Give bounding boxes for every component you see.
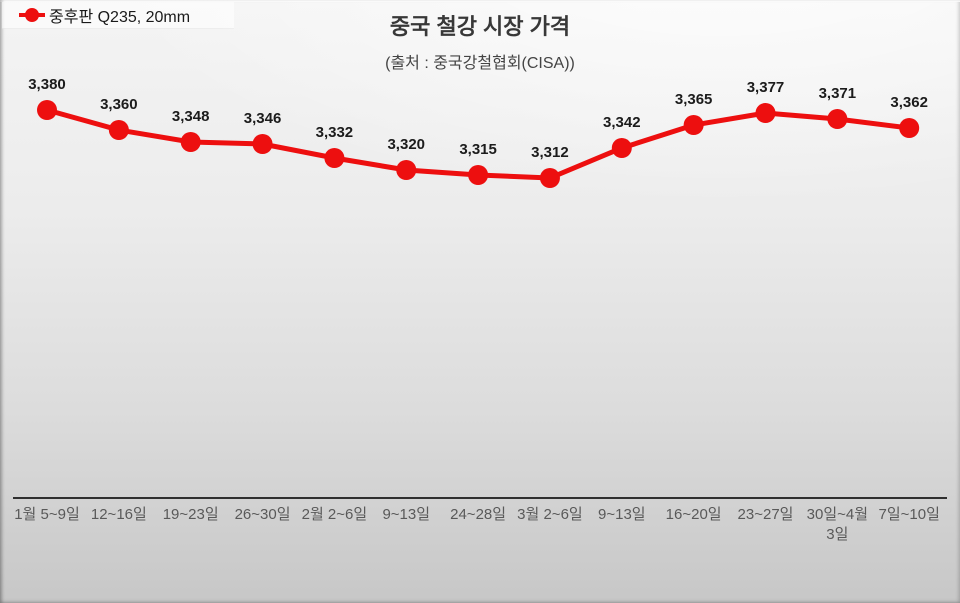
x-axis-label: 1월 5~9일 <box>14 506 80 523</box>
data-point <box>827 109 848 129</box>
data-point <box>108 120 129 140</box>
x-axis-label: 12~16일 <box>90 506 147 523</box>
x-axis-label: 30일~4월 3일 <box>806 506 869 544</box>
data-label: 3,342 <box>603 114 641 131</box>
data-label: 3,346 <box>243 110 282 127</box>
data-label: 3,365 <box>674 91 713 108</box>
data-point <box>539 168 560 188</box>
x-axis-label: 16~20일 <box>665 506 722 523</box>
legend-line-dot-icon <box>19 8 45 22</box>
data-label: 3,380 <box>28 76 66 93</box>
data-label: 3,312 <box>531 144 569 161</box>
data-point <box>396 160 417 180</box>
data-label: 3,348 <box>171 108 210 125</box>
data-point <box>37 100 57 120</box>
data-point <box>468 165 489 185</box>
x-axis-label: 9~13일 <box>382 506 431 523</box>
data-label: 3,320 <box>387 136 426 153</box>
data-point <box>683 115 704 135</box>
data-label: 3,315 <box>459 141 497 158</box>
x-axis-label: 9~13일 <box>598 506 646 523</box>
x-axis-label: 19~23일 <box>162 506 219 523</box>
x-axis-label: 3월 2~6일 <box>517 506 583 523</box>
data-point <box>611 138 632 158</box>
data-label: 3,360 <box>100 96 138 113</box>
data-point <box>252 134 273 154</box>
data-point <box>755 103 776 123</box>
legend-label: 중후판 Q235, 20mm <box>49 9 191 26</box>
data-label: 3,371 <box>818 85 857 102</box>
data-point <box>180 132 201 152</box>
x-axis-label: 7일~10일 <box>878 506 940 523</box>
legend-item: 중후판 Q235, 20mm <box>2 3 190 27</box>
x-axis-label: 26~30일 <box>234 506 291 523</box>
data-point <box>324 148 345 168</box>
data-label: 3,362 <box>890 94 928 111</box>
data-label: 3,332 <box>315 124 354 141</box>
x-axis-label: 23~27일 <box>737 506 794 523</box>
legend: 중후판 Q235, 20mm <box>2 2 234 29</box>
data-point <box>899 118 920 138</box>
data-label: 3,377 <box>746 79 785 96</box>
x-axis-label: 24~28일 <box>450 506 507 523</box>
x-axis-label: 2월 2~6일 <box>301 506 368 523</box>
